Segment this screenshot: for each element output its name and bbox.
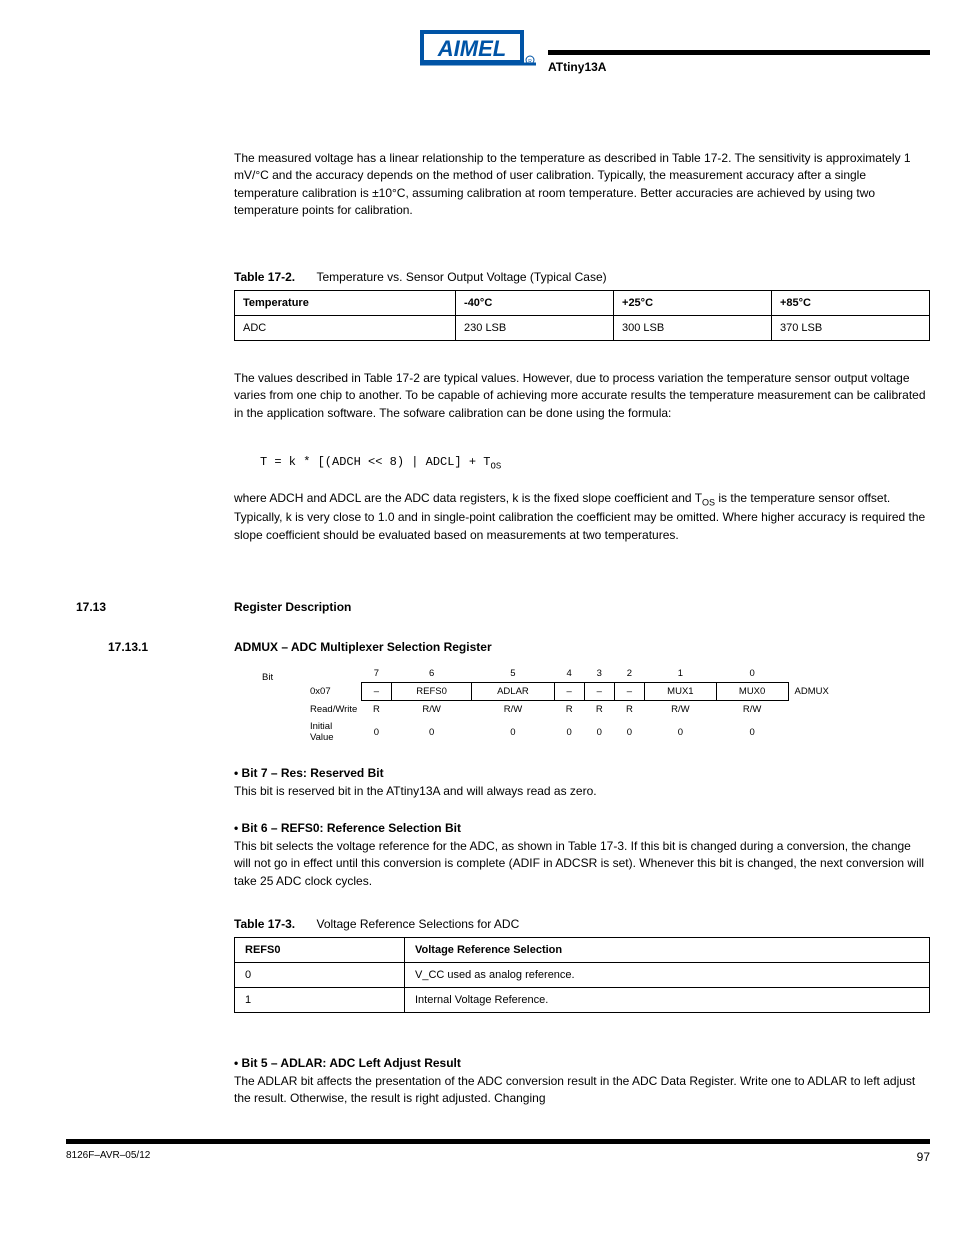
cell: R/W [716, 701, 788, 719]
cell: 4 [554, 665, 584, 683]
cell: 0 [645, 718, 717, 746]
bit5-title: • Bit 5 – ADLAR: ADC Left Adjust Result [234, 1055, 930, 1072]
section-17-13-title: Register Description [234, 600, 351, 614]
product-name: ATtiny13A [548, 60, 606, 74]
cell: 300 LSB [614, 316, 772, 341]
table-row: REFS0 Voltage Reference Selection [235, 938, 930, 963]
cell [788, 665, 840, 683]
bit5-text: The ADLAR bit affects the presentation o… [234, 1073, 930, 1108]
cell: 0 [361, 718, 391, 746]
reg-side: ADMUX [788, 683, 840, 701]
col-header: -40°C [456, 291, 614, 316]
cell: R/W [645, 701, 717, 719]
para3-sub: OS [702, 497, 715, 507]
cell: – [361, 683, 391, 701]
cell: 0 [584, 718, 614, 746]
table-17-3-caption-text: Voltage Reference Selections for ADC [316, 917, 519, 931]
cell: 0 [614, 718, 644, 746]
col-header: +25°C [614, 291, 772, 316]
section-17-13-num: 17.13 [76, 600, 106, 614]
cell: R [614, 701, 644, 719]
cell: 0 [472, 718, 554, 746]
table-row: 0 V_CC used as analog reference. [235, 963, 930, 988]
table-row: ADC 230 LSB 300 LSB 370 LSB [235, 316, 930, 341]
cell: R [554, 701, 584, 719]
col-header: Voltage Reference Selection [405, 938, 930, 963]
table-17-3-caption: Table 17-3. Voltage Reference Selections… [234, 917, 519, 931]
cell: Internal Voltage Reference. [405, 988, 930, 1013]
reg-addr: 0x07 [310, 683, 361, 701]
cell: – [614, 683, 644, 701]
table-row: 1 Internal Voltage Reference. [235, 988, 930, 1013]
svg-text:AIMEL: AIMEL [437, 36, 506, 61]
table-17-2-caption-label: Table 17-2. [234, 270, 295, 284]
reg-bit-label: Bit [262, 671, 273, 685]
atmel-logo: AIMEL R [420, 30, 536, 76]
cell [788, 718, 840, 746]
cell: 6 [391, 665, 471, 683]
cell: 1 [235, 988, 405, 1013]
table-17-2-caption: Table 17-2. Temperature vs. Sensor Outpu… [234, 270, 607, 284]
section-17-13-1-num: 17.13.1 [108, 640, 148, 654]
cell: 370 LSB [772, 316, 930, 341]
reg-rw-label: Read/Write [310, 701, 361, 719]
intro-para: The measured voltage has a linear relati… [234, 150, 930, 220]
cell: R/W [391, 701, 471, 719]
reg-iv-label: Initial Value [310, 718, 361, 746]
formula-sub: OS [490, 461, 501, 471]
cell: 2 [614, 665, 644, 683]
table-17-3-caption-label: Table 17-3. [234, 917, 295, 931]
cell: ADLAR [472, 683, 554, 701]
cell: 0 [235, 963, 405, 988]
table-row: 0x07 – REFS0 ADLAR – – – MUX1 MUX0 ADMUX [310, 683, 840, 701]
svg-text:R: R [528, 59, 532, 65]
cell: MUX0 [716, 683, 788, 701]
table-17-2-caption-text: Temperature vs. Sensor Output Voltage (T… [316, 270, 606, 284]
bit7-text: This bit is reserved bit in the ATtiny13… [234, 783, 930, 800]
formula-expr: T = k * [(ADCH << 8) | ADCL] + T [260, 455, 490, 469]
table-row: 7 6 5 4 3 2 1 0 [310, 665, 840, 683]
cell: R/W [472, 701, 554, 719]
bit6-title: • Bit 6 – REFS0: Reference Selection Bit [234, 820, 930, 837]
table-row: Temperature -40°C +25°C +85°C [235, 291, 930, 316]
cell: 0 [554, 718, 584, 746]
cell: V_CC used as analog reference. [405, 963, 930, 988]
cell: – [584, 683, 614, 701]
cell: 3 [584, 665, 614, 683]
bit6-text: This bit selects the voltage reference f… [234, 838, 930, 890]
calibration-para: The values described in Table 17-2 are t… [234, 370, 930, 422]
cell: 1 [645, 665, 717, 683]
cell: REFS0 [391, 683, 471, 701]
table-row: Read/Write R R/W R/W R R R R/W R/W [310, 701, 840, 719]
cell: 0 [716, 718, 788, 746]
table-17-3: REFS0 Voltage Reference Selection 0 V_CC… [234, 937, 930, 1013]
col-header: Temperature [235, 291, 456, 316]
cell: 0 [391, 718, 471, 746]
cell: 7 [361, 665, 391, 683]
admux-register-table: 7 6 5 4 3 2 1 0 0x07 – REFS0 ADLAR – – –… [310, 665, 840, 746]
calibration-formula: T = k * [(ADCH << 8) | ADCL] + TOS [260, 455, 501, 471]
footer-rule [66, 1139, 930, 1144]
col-header: +85°C [772, 291, 930, 316]
cell: R [361, 701, 391, 719]
table-row: Initial Value 0 0 0 0 0 0 0 0 [310, 718, 840, 746]
cell: 0 [716, 665, 788, 683]
footer-page-number: 97 [917, 1150, 930, 1164]
cell [310, 665, 361, 683]
footer-docid: 8126F–AVR–05/12 [66, 1150, 150, 1161]
cell: R [584, 701, 614, 719]
cell: MUX1 [645, 683, 717, 701]
para3-a: where ADCH and ADCL are the ADC data reg… [234, 491, 702, 505]
formula-explain-para: where ADCH and ADCL are the ADC data reg… [234, 490, 930, 544]
col-header: REFS0 [235, 938, 405, 963]
cell: 230 LSB [456, 316, 614, 341]
cell: 5 [472, 665, 554, 683]
cell: ADC [235, 316, 456, 341]
section-17-13-1-title: ADMUX – ADC Multiplexer Selection Regist… [234, 640, 492, 654]
cell [788, 701, 840, 719]
cell: – [554, 683, 584, 701]
bit7-title: • Bit 7 – Res: Reserved Bit [234, 765, 930, 782]
table-17-2: Temperature -40°C +25°C +85°C ADC 230 LS… [234, 290, 930, 341]
header-rule [548, 50, 930, 55]
